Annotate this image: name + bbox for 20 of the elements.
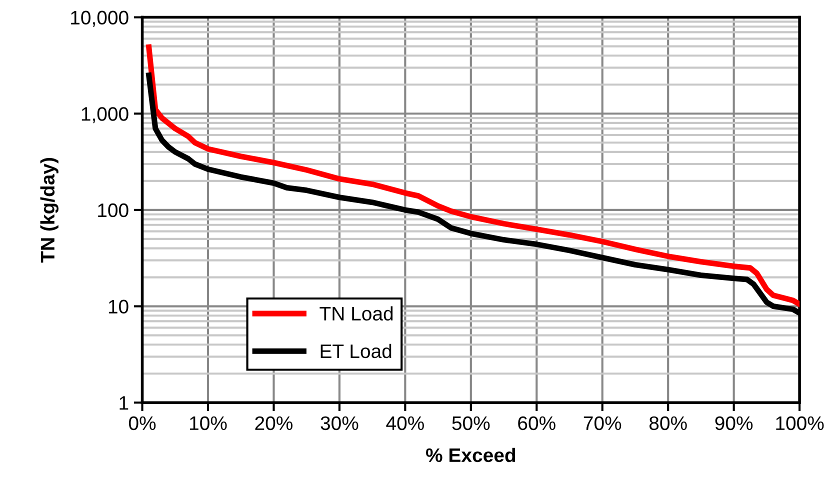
y-tick-label: 1 [120,396,128,410]
x-tick-label: 20% [255,416,292,430]
legend-label: TN Load [320,306,393,321]
x-tick-label: 60% [518,416,556,430]
y-axis-title: TN (kg/day) [40,158,58,263]
x-tick-label: 70% [584,416,622,430]
x-axis-title: % Exceed [426,448,516,462]
x-tick-label: 80% [649,416,687,430]
legend-label: ET Load [320,344,392,358]
x-tick-label: 100% [776,416,824,430]
x-tick-label: 50% [452,416,490,430]
y-tick-label: 100 [98,203,128,218]
y-tick-label: 1,000 [82,107,128,124]
y-tick-label: 10,000 [71,10,128,27]
x-tick-label: 30% [320,416,358,430]
x-tick-label: 90% [715,416,753,430]
y-tick-label: 10 [108,300,128,314]
x-tick-label: 40% [386,416,424,430]
x-tick-label: 10% [190,416,227,430]
x-tick-label: 0% [128,416,156,430]
